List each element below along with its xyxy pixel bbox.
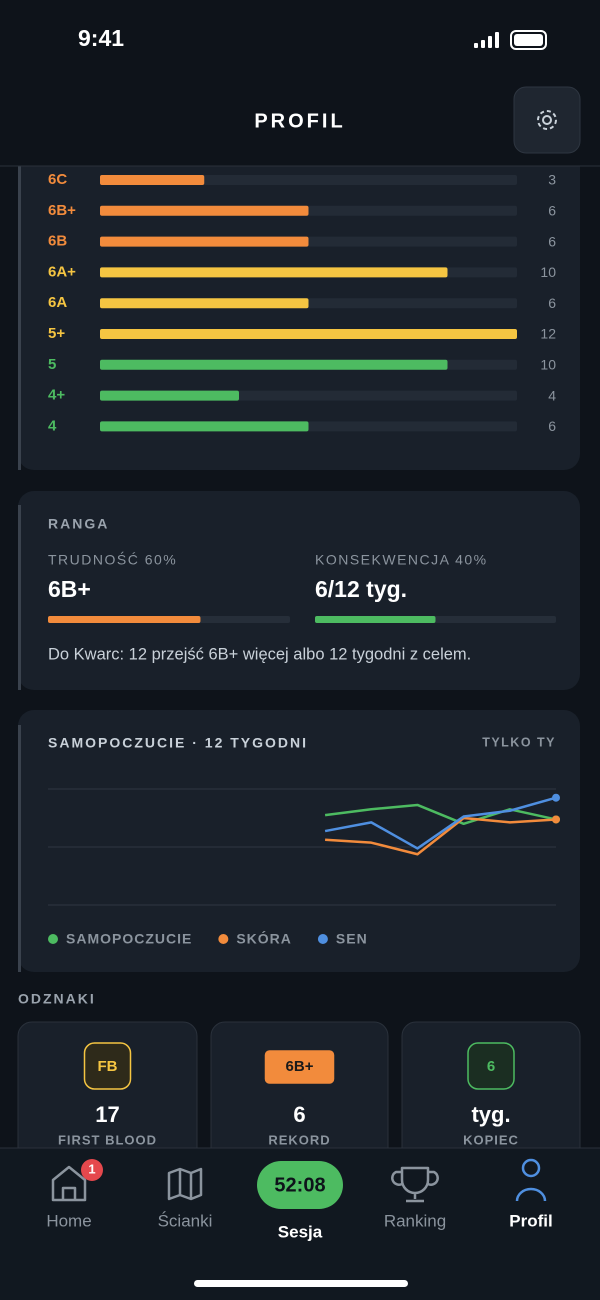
battery-level (514, 34, 543, 46)
home-icon (51, 1165, 87, 1202)
trophy-icon (391, 1166, 439, 1203)
gear-icon (537, 110, 557, 130)
legend-dot (317, 934, 328, 944)
profile-icon (515, 1158, 547, 1202)
badge-icon-text: 6 (487, 1058, 495, 1075)
nav-label[interactable]: Ścianki (158, 1211, 213, 1230)
walls-icon (167, 1167, 203, 1201)
nav-label[interactable]: Ranking (384, 1211, 446, 1230)
series-line (324, 803, 557, 826)
grade-label: 6B+ (48, 202, 76, 219)
badges-title: ODZNAKI (18, 991, 96, 1007)
rank-title: RANGA (48, 516, 109, 532)
end-point (552, 793, 560, 802)
badge-icon-text: 6B+ (286, 1058, 314, 1075)
consistency-label: KONSEKWENCJA 40% (315, 552, 488, 568)
notification-count: 1 (88, 1161, 95, 1176)
grade-bar (100, 390, 239, 401)
grade-bar (100, 236, 309, 247)
grade-bar (100, 267, 448, 278)
grade-label: 6A+ (48, 263, 76, 280)
grade-bar (100, 205, 309, 216)
page-title: PROFIL (254, 110, 345, 132)
notification-badge (81, 1159, 103, 1181)
wellbeing-card (18, 710, 580, 972)
end-point (552, 815, 560, 824)
card-accent (18, 505, 21, 690)
grade-label: 4+ (48, 387, 65, 404)
rank-note: Do Kwarc: 12 przejść 6B+ więcej albo 12 … (48, 645, 471, 663)
badge-icon (83, 1042, 132, 1090)
grade-count: 6 (548, 418, 556, 434)
rank-card (18, 491, 580, 690)
grade-label: 5 (48, 356, 56, 373)
progress-bar (315, 616, 436, 623)
series-line (324, 796, 557, 850)
grade-label: 4 (48, 417, 57, 434)
card-accent (18, 725, 21, 972)
legend-dot (218, 934, 229, 944)
badge-icon (264, 1050, 335, 1084)
home-indicator (194, 1280, 408, 1287)
grade-count: 10 (540, 264, 556, 280)
settings-button[interactable] (513, 86, 581, 154)
grade-label: 6A (48, 294, 67, 311)
battery-icon (510, 30, 547, 50)
grade-count: 6 (548, 203, 556, 219)
privacy-badge: TYLKO TY (482, 735, 556, 749)
badge-value: 17 (95, 1102, 119, 1127)
grade-count: 6 (548, 295, 556, 311)
session-timer: 52:08 (274, 1174, 325, 1196)
nav-label[interactable]: Sesja (278, 1222, 323, 1241)
progress-bar (48, 616, 201, 623)
legend-label: SAMOPOCZUCIE (66, 931, 192, 947)
grade-bar (100, 329, 517, 339)
grades-card (18, 120, 580, 470)
nav-icons (51, 1158, 547, 1203)
grade-bar (100, 359, 448, 370)
difficulty-label: TRUDNOŚĆ 60% (48, 551, 177, 568)
badge-label: FIRST BLOOD (58, 1132, 157, 1147)
wellbeing-title: SAMOPOCZUCIE · 12 TYGODNI (48, 735, 308, 751)
badge-icon (467, 1042, 515, 1090)
badge-value: tyg. (471, 1102, 510, 1127)
grade-bar (100, 175, 205, 185)
badge-label: REKORD (268, 1132, 330, 1147)
nav-label[interactable]: Profil (509, 1211, 552, 1230)
grade-label: 6C (48, 171, 67, 188)
header (0, 0, 600, 166)
grade-count: 6 (548, 233, 556, 249)
difficulty-value: 6B+ (48, 576, 91, 602)
series-line (325, 816, 557, 856)
session-button[interactable] (257, 1161, 343, 1209)
grade-count: 3 (548, 172, 556, 188)
grade-count: 12 (540, 326, 556, 342)
badge-value: 6 (293, 1102, 305, 1127)
legend-label: SKÓRA (236, 930, 292, 947)
nav-label[interactable]: Home (46, 1211, 91, 1230)
status-time: 9:41 (78, 25, 124, 51)
grade-bar (100, 298, 309, 309)
badge-icon-text: FB (98, 1058, 118, 1075)
badge-label: KOPIEC (463, 1132, 519, 1147)
consistency-value: 6/12 tyg. (315, 576, 407, 602)
grade-label: 5+ (48, 325, 65, 342)
legend-dot (48, 934, 58, 944)
signal-icon (474, 32, 499, 48)
legend-label: SEN (336, 931, 368, 947)
grade-label: 6B (48, 233, 67, 250)
card-accent (18, 150, 21, 470)
grade-bar (100, 421, 309, 432)
grade-count: 4 (548, 387, 556, 403)
grade-count: 10 (540, 357, 556, 373)
